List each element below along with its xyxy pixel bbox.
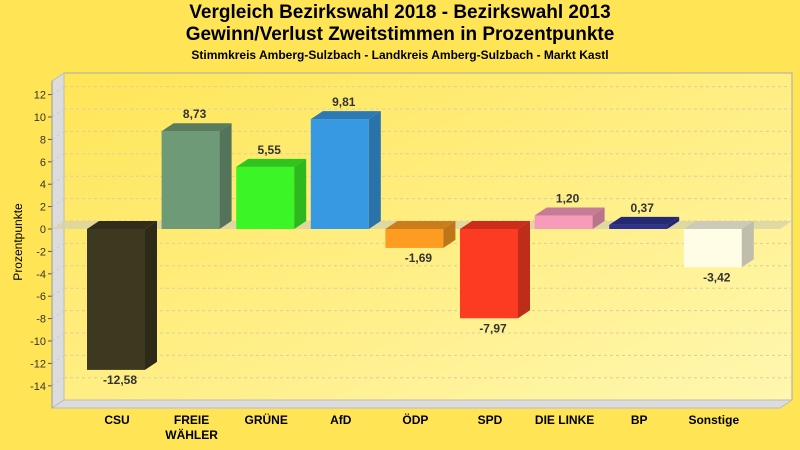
bar-front [460,229,518,319]
bar-side [518,221,530,319]
y-tick-label: -10 [30,336,46,348]
data-label: 9,81 [332,95,356,109]
bar [87,221,157,370]
y-tick-label: 0 [40,224,46,236]
bar-front [609,224,668,229]
x-category-label: BP [631,413,648,427]
gridline-diagonal [51,130,65,140]
data-label: -3,42 [703,270,731,284]
x-category-label: ÖDP [402,412,428,427]
bar-top [683,221,754,229]
chart-title-line2: Gewinn/Verlust Zweitstimmen in Prozentpu… [185,24,615,45]
y-tick-label: -14 [30,381,46,393]
y-tick-label: -2 [36,246,46,258]
y-tick-label: -4 [36,269,46,281]
x-category-label: WÄHLER [165,427,218,442]
bar [534,207,605,229]
bar-front [310,119,369,229]
bar-top [385,221,456,229]
bar-top [534,207,605,216]
data-label: 0,37 [631,201,655,215]
bar-front [161,131,220,229]
bar-top [310,111,381,120]
gridline-diagonal [51,175,65,185]
plot-left-wall [51,72,65,409]
y-tick-label: 6 [40,157,46,169]
bar-side [667,216,680,229]
bar-front [534,215,593,229]
chart-title-block: Vergleich Bezirkswahl 2018 - Bezirkswahl… [0,2,800,63]
bar-side [443,221,456,248]
y-tick-label: -8 [36,314,46,326]
gridline-diagonal [51,86,65,96]
bar-side [368,111,381,229]
data-label: -12,58 [103,373,137,387]
x-category-label: AfD [330,413,352,427]
x-category-label: GRÜNE [245,412,288,427]
data-label: -7,97 [479,321,507,335]
bar [161,123,232,229]
gridline-diagonal [51,377,65,387]
y-tick-label: -12 [30,358,46,370]
plot-floor [50,399,794,409]
y-tick-label: 10 [34,112,46,124]
x-category-label: DIE LINKE [535,413,594,427]
x-category-label: SPD [478,413,503,427]
bar-front [683,229,742,268]
bar [236,158,307,229]
bar-top [161,123,232,132]
bar-side [145,221,157,370]
y-tick-label: 8 [40,134,46,146]
gridline-diagonal [51,310,65,320]
bar-front [236,166,295,229]
gridline-diagonal [51,332,65,342]
bar [310,111,381,229]
data-label: 1,20 [556,192,580,206]
bar-top [460,221,530,229]
bar-top [87,221,157,229]
bar [385,221,456,248]
bar [460,221,530,319]
bar-top [236,158,307,167]
x-category-label: CSU [104,413,129,427]
bar [683,221,754,268]
y-tick-label: 4 [40,179,46,191]
x-category-label: FREIE [174,413,209,427]
gridline-diagonal [51,354,65,364]
gridline-diagonal [51,287,65,297]
bar [609,216,680,229]
data-label: 5,55 [258,143,282,157]
gridline-diagonal [51,198,65,208]
y-tick-label: 12 [34,90,46,102]
bar-side [219,123,232,229]
gridline-diagonal [51,265,65,275]
bar-side [741,221,754,268]
gridline-diagonal [51,153,65,163]
bar-side [592,207,605,229]
bar-top [609,216,680,225]
gridline-diagonal [51,242,65,252]
data-label: 8,73 [183,107,207,121]
bar-front [87,229,145,370]
y-axis-label: Prozentpunkte [11,203,25,281]
bar-front [385,229,444,248]
chart-subtitle: Stimmkreis Amberg-Sulzbach - Landkreis A… [191,48,609,62]
data-label: -1,69 [405,251,433,265]
chart-title: Vergleich Bezirkswahl 2018 - Bezirkswahl… [189,2,611,23]
bar-side [294,158,307,229]
y-tick-label: -6 [36,291,46,303]
y-tick-label: 2 [40,202,46,214]
gridline-diagonal [51,108,65,118]
x-category-label: Sonstige [688,413,739,427]
